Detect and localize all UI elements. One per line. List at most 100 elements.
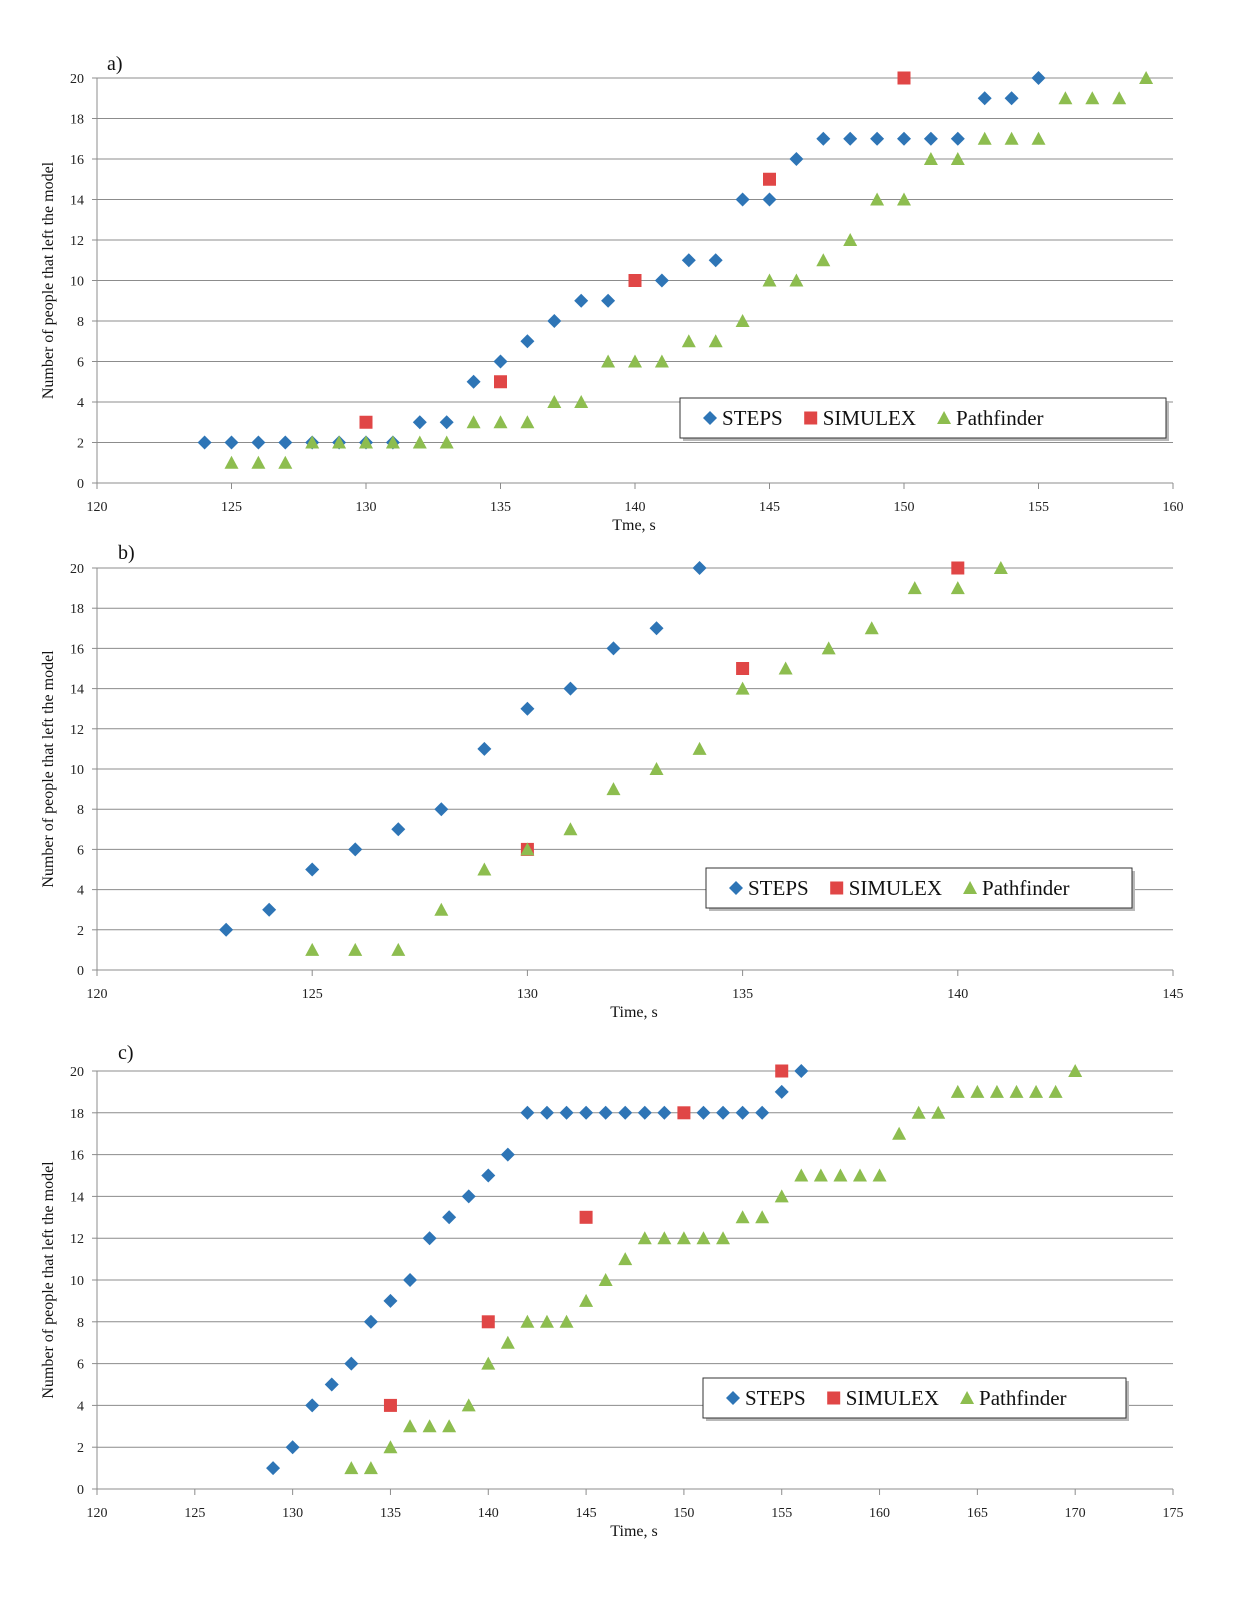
data-point-steps — [363, 1314, 378, 1329]
data-point-pathfinder — [774, 1189, 789, 1203]
data-point-pathfinder — [735, 681, 750, 695]
legend-item-simulex: SIMULEX — [804, 406, 916, 430]
data-point-steps — [224, 435, 239, 450]
legend: STEPS SIMULEX Pathfinder — [705, 867, 1135, 911]
series-simulex — [359, 71, 911, 429]
legend-label: SIMULEX — [849, 876, 942, 900]
data-point-simulex — [494, 375, 507, 389]
data-point-pathfinder — [606, 782, 621, 796]
data-point-pathfinder — [778, 661, 793, 675]
data-point-pathfinder — [950, 581, 965, 595]
y-tick-label: 10 — [70, 275, 84, 290]
data-point-steps — [520, 334, 535, 349]
data-point-steps — [618, 1105, 633, 1120]
data-point-pathfinder — [1048, 1084, 1063, 1098]
x-tick-label: 145 — [576, 1506, 597, 1521]
legend-item-steps: STEPS — [726, 1386, 806, 1410]
x-axis-label: Time, s — [610, 1523, 657, 1540]
y-tick-label: 6 — [77, 1358, 84, 1373]
legend-marker-simulex — [804, 411, 818, 425]
chart-panel-2: 0 2 4 6 8 10 12 14 16 18 20 120 125 130 135 140 145 Time,… — [40, 542, 1184, 1021]
legend-item-simulex: SIMULEX — [830, 876, 942, 900]
data-point-steps — [657, 1105, 672, 1120]
series-simulex — [383, 1064, 789, 1412]
data-point-simulex — [579, 1210, 593, 1224]
y-tick-label: 12 — [70, 723, 84, 738]
data-point-steps — [681, 253, 696, 268]
legend-box — [705, 867, 1133, 909]
data-point-simulex — [383, 1398, 397, 1412]
data-point-pathfinder — [676, 1231, 691, 1245]
legend: STEPS SIMULEX Pathfinder — [679, 397, 1169, 441]
data-point-steps — [324, 1377, 339, 1392]
data-point-steps — [520, 701, 535, 716]
series-simulex — [520, 561, 965, 856]
data-point-pathfinder — [563, 822, 578, 836]
data-point-pathfinder — [439, 435, 454, 449]
data-point-pathfinder — [833, 1168, 848, 1182]
data-point-steps — [579, 1105, 594, 1120]
data-point-steps — [696, 1105, 711, 1120]
panel-label: c) — [118, 1042, 134, 1064]
x-tick-label: 155 — [1028, 500, 1049, 515]
data-point-pathfinder — [692, 741, 707, 755]
data-point-pathfinder — [897, 192, 911, 206]
data-point-pathfinder — [696, 1231, 711, 1245]
data-point-simulex — [628, 274, 642, 287]
data-point-pathfinder — [977, 131, 992, 145]
legend-item-pathfinder: Pathfinder — [963, 876, 1070, 900]
x-tick-label: 140 — [478, 1506, 499, 1521]
data-point-pathfinder — [539, 1314, 554, 1328]
legend-marker-pathfinder — [960, 1391, 975, 1404]
data-point-steps — [391, 822, 406, 837]
legend-item-pathfinder: Pathfinder — [937, 406, 1044, 430]
y-tick-label: 18 — [70, 1107, 84, 1122]
data-point-pathfinder — [907, 581, 922, 595]
y-tick-label: 10 — [70, 1274, 84, 1289]
legend-marker-simulex — [827, 1391, 841, 1405]
data-point-pathfinder — [385, 435, 400, 449]
y-tick-label: 8 — [77, 803, 84, 818]
y-axis-label: Number of people that left the model — [40, 161, 57, 399]
data-point-steps — [794, 1064, 809, 1078]
data-point-simulex — [951, 561, 965, 575]
x-tick-label: 135 — [732, 987, 753, 1002]
panel-label: b) — [118, 542, 135, 564]
y-tick-label: 6 — [77, 843, 84, 858]
data-point-pathfinder — [520, 842, 535, 856]
data-point-pathfinder — [794, 1168, 809, 1182]
data-point-steps — [897, 131, 911, 146]
data-point-steps — [649, 621, 664, 636]
legend-label: STEPS — [745, 1386, 806, 1410]
data-point-pathfinder — [579, 1293, 594, 1307]
data-point-pathfinder — [681, 334, 696, 348]
x-tick-label: 165 — [967, 1506, 988, 1521]
legend-item-pathfinder: Pathfinder — [960, 1386, 1067, 1410]
data-point-pathfinder — [735, 314, 750, 327]
data-point-pathfinder — [1139, 71, 1154, 84]
data-point-pathfinder — [574, 395, 589, 408]
data-point-steps — [442, 1210, 457, 1225]
data-point-steps — [716, 1105, 731, 1120]
legend-marker-steps — [729, 881, 743, 895]
legend-marker-pathfinder — [937, 411, 952, 424]
legend-label: STEPS — [748, 876, 809, 900]
data-point-steps — [344, 1356, 359, 1371]
data-point-pathfinder — [601, 354, 616, 368]
y-tick-label: 2 — [77, 1441, 84, 1456]
data-point-pathfinder — [931, 1105, 946, 1119]
data-point-steps — [762, 192, 777, 207]
data-point-pathfinder — [1029, 1084, 1044, 1098]
data-point-steps — [461, 1189, 476, 1204]
chart-panel-3: 0 2 4 6 8 10 12 14 16 18 20 120 125 130 135 140 145 150 15… — [40, 1042, 1184, 1540]
data-point-steps — [439, 415, 454, 430]
data-point-pathfinder — [461, 1398, 476, 1412]
x-tick-label: 140 — [947, 987, 968, 1002]
data-point-steps — [412, 415, 427, 430]
data-point-pathfinder — [559, 1314, 574, 1328]
x-axis-label: Time, s — [610, 1004, 657, 1021]
data-point-pathfinder — [993, 561, 1008, 574]
legend-item-simulex: SIMULEX — [827, 1386, 939, 1410]
y-tick-label: 20 — [70, 562, 84, 577]
